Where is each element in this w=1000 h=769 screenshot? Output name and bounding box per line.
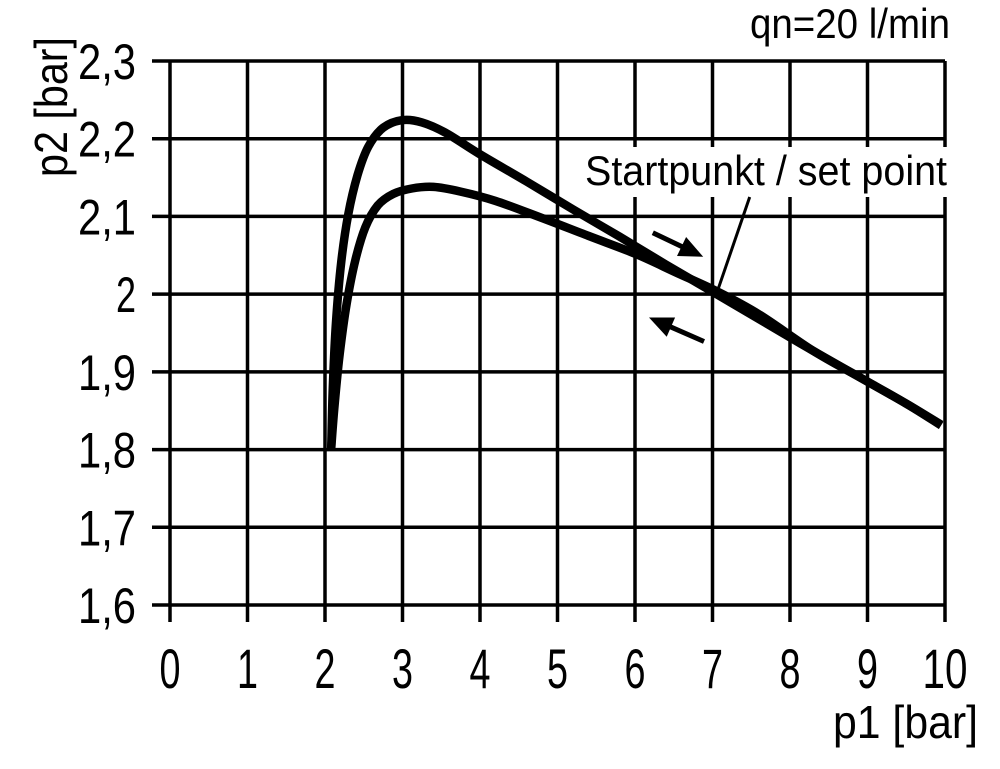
x-tick-label: 5 — [547, 637, 568, 700]
direction-increasing-arrow — [651, 230, 704, 257]
x-tick-label: 8 — [780, 637, 801, 700]
y-tick-label: 2,2 — [78, 112, 136, 168]
set-point-label: Startpunkt / set point — [585, 147, 947, 194]
y-tick-label: 2 — [116, 267, 136, 323]
arrow-shaft — [651, 230, 688, 251]
x-tick-label: 0 — [160, 637, 181, 700]
x-tick-label: 1 — [237, 637, 258, 700]
chart-title: qn=20 l/min — [750, 0, 950, 47]
x-tick-label: 7 — [702, 637, 723, 700]
y-tick-label: 1,6 — [78, 578, 136, 634]
y-tick-label: 1,9 — [78, 345, 136, 401]
x-tick-label: 6 — [625, 637, 646, 700]
grid — [152, 59, 947, 622]
direction-arrows — [649, 230, 705, 344]
y-tick-label: 1,7 — [78, 500, 136, 556]
x-tick-label: 10 — [923, 637, 968, 700]
x-tick-label: 3 — [392, 637, 413, 700]
y-tick-label: 1,8 — [78, 423, 136, 479]
x-tick-label: 4 — [470, 637, 491, 700]
set-point-label-background — [578, 147, 950, 197]
y-tick-label: 2,1 — [78, 189, 136, 245]
lower-hysteresis-branch — [326, 182, 944, 450]
arrow-shaft — [665, 322, 705, 344]
y-axis-label: p2 [bar] — [25, 37, 77, 177]
arrow-head-icon — [677, 237, 704, 257]
x-tick-label: 2 — [315, 637, 336, 700]
direction-decreasing-arrow — [649, 317, 705, 344]
hysteresis-curves — [326, 115, 944, 450]
y-tick-label: 2,3 — [78, 34, 136, 90]
x-tick-label: 9 — [857, 637, 878, 700]
x-axis-label: p1 [bar] — [833, 696, 978, 748]
tick-labels: 2,32,22,121,91,81,71,60 1 2 3 4 5 6 7 8 9 10 — [78, 34, 968, 700]
set-point-leader-line — [715, 196, 752, 293]
arrow-head-icon — [649, 317, 676, 337]
